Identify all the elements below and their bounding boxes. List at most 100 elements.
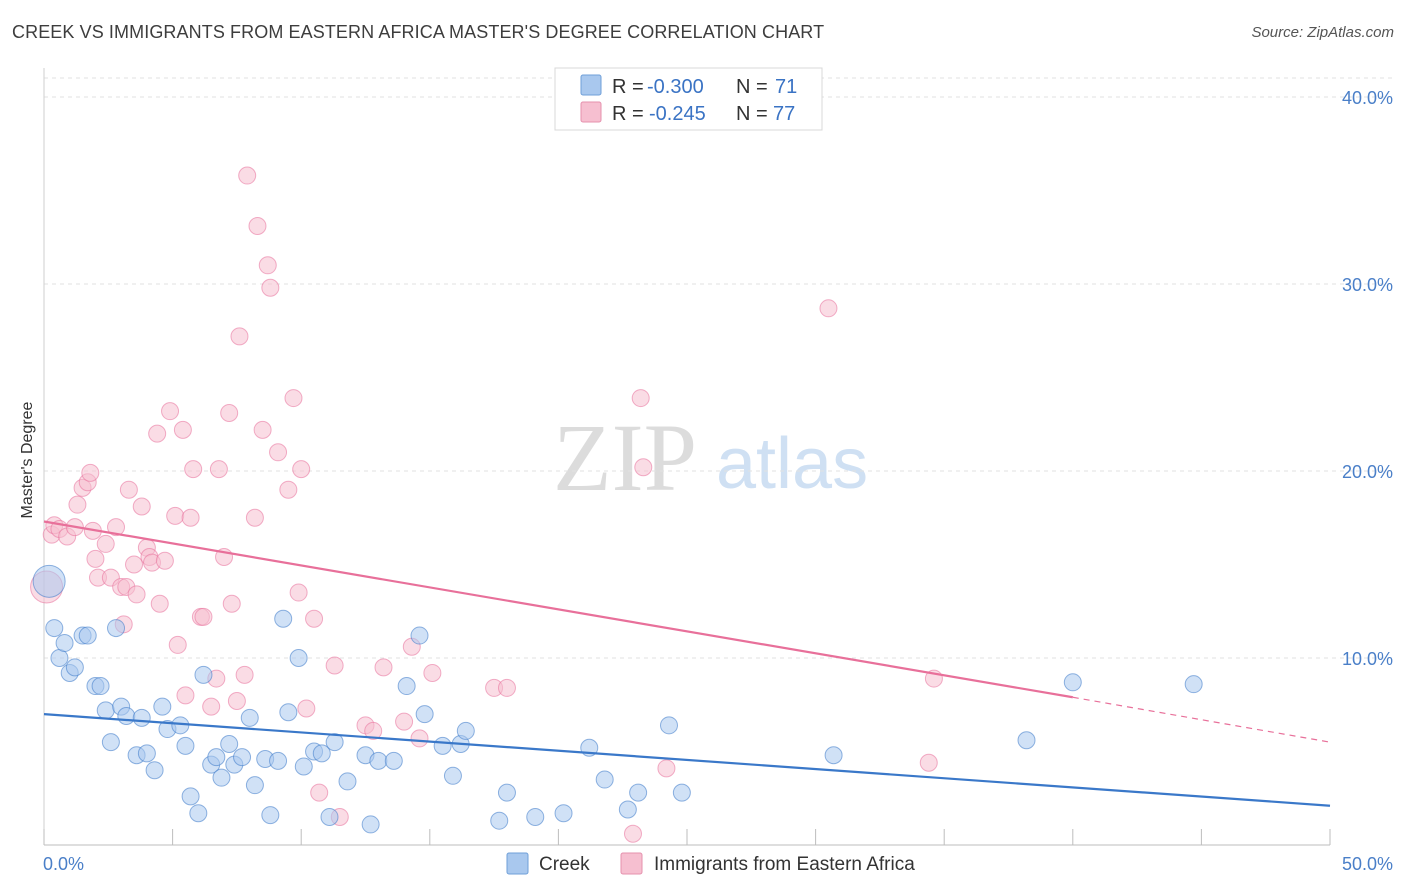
y-tick-label-3: 40.0%: [1342, 88, 1393, 108]
creek-point: [595, 770, 614, 789]
eastern-africa-point: [238, 166, 257, 185]
creek-point: [274, 609, 293, 628]
creek-point: [176, 736, 195, 755]
eastern-africa-point: [364, 721, 383, 740]
creek-point: [384, 751, 403, 770]
eastern-africa-point: [395, 712, 414, 731]
creek-point: [433, 736, 452, 755]
creek-point: [554, 804, 573, 823]
creek-point: [96, 701, 115, 720]
eastern-africa-point: [202, 697, 221, 716]
bottom-legend-swatch-creek: [506, 852, 529, 875]
eastern-africa-point: [161, 402, 180, 421]
creek-point: [233, 748, 252, 767]
creek-point: [1017, 731, 1036, 750]
creek-point: [137, 744, 156, 763]
y-tick-label-2: 30.0%: [1342, 275, 1393, 295]
eastern-africa-point: [176, 686, 195, 705]
eastern-africa-point: [96, 534, 115, 553]
x-tick-label-0: 0.0%: [43, 854, 84, 874]
chart-source: Source: ZipAtlas.com: [1251, 24, 1394, 41]
eastern-africa-trend-line: [43, 520, 1073, 699]
creek-point: [338, 772, 357, 791]
grid-lines: [44, 77, 1394, 659]
creek-points: [32, 564, 1203, 834]
eastern-africa-point: [81, 463, 100, 482]
eastern-africa-point: [107, 518, 126, 537]
eastern-africa-point: [253, 420, 272, 439]
bottom-legend-swatch-eastern-africa: [620, 852, 643, 875]
eastern-africa-point: [222, 594, 241, 613]
creek-point: [145, 761, 164, 780]
legend-n-label-creek: N =: [736, 76, 768, 98]
creek-point: [312, 744, 331, 763]
creek-point: [294, 757, 313, 776]
creek-point: [672, 783, 691, 802]
creek-point: [153, 697, 172, 716]
eastern-africa-trend-extension: [1072, 696, 1331, 743]
creek-point: [181, 787, 200, 806]
eastern-africa-point: [258, 256, 277, 275]
creek-point: [132, 708, 151, 727]
legend-swatch-eastern-africa: [580, 101, 602, 123]
eastern-africa-point: [261, 278, 280, 297]
y-tick-labels: 10.0% 20.0% 30.0% 40.0%: [1342, 88, 1393, 669]
eastern-africa-point: [150, 594, 169, 613]
eastern-africa-point: [634, 458, 653, 477]
creek-point: [415, 705, 434, 724]
creek-point: [32, 564, 66, 598]
eastern-africa-point: [325, 656, 344, 675]
x-tick-label-1: 50.0%: [1342, 854, 1393, 874]
creek-point: [659, 716, 678, 735]
eastern-africa-point: [248, 217, 267, 236]
chart-title: CREEK VS IMMIGRANTS FROM EASTERN AFRICA …: [12, 22, 825, 42]
creek-point: [101, 733, 120, 752]
eastern-africa-point: [209, 460, 228, 479]
eastern-africa-point: [657, 759, 676, 778]
creek-point: [320, 807, 339, 826]
creek-point: [189, 804, 208, 823]
eastern-africa-point: [310, 783, 329, 802]
eastern-africa-point: [166, 506, 185, 525]
creek-point: [1063, 673, 1082, 692]
eastern-africa-point: [289, 583, 308, 602]
eastern-africa-point: [173, 420, 192, 439]
creek-point: [369, 751, 388, 770]
creek-point: [279, 703, 298, 722]
creek-point: [325, 733, 344, 752]
eastern-africa-point: [284, 389, 303, 408]
creek-point: [456, 721, 475, 740]
eastern-africa-point: [235, 665, 254, 684]
eastern-africa-point: [374, 658, 393, 677]
creek-point: [117, 706, 136, 725]
axes: [43, 68, 1331, 846]
legend-r-label-creek: R =: [612, 76, 644, 98]
legend-n-value-creek: 71: [775, 76, 797, 98]
creek-point: [618, 800, 637, 819]
creek-point: [245, 776, 264, 795]
creek-point: [824, 746, 843, 765]
trend-lines: [43, 520, 1331, 807]
eastern-africa-point: [410, 729, 429, 748]
bottom-legend-label-eastern-africa: Immigrants from Eastern Africa: [654, 854, 915, 875]
creek-point: [207, 748, 226, 767]
eastern-africa-point: [168, 635, 187, 654]
eastern-africa-points: [30, 166, 943, 843]
creek-point: [212, 768, 231, 787]
eastern-africa-point: [623, 824, 642, 843]
x-tick-labels: 0.0% 50.0%: [43, 854, 1393, 874]
eastern-africa-point: [127, 585, 146, 604]
eastern-africa-point: [220, 404, 239, 423]
creek-point: [78, 626, 97, 645]
creek-point: [50, 649, 69, 667]
eastern-africa-point: [919, 753, 938, 772]
eastern-africa-point: [194, 607, 213, 626]
legend-r-label-eastern-africa: R =: [612, 103, 644, 125]
creek-point: [289, 649, 308, 667]
eastern-africa-point: [245, 508, 264, 527]
legend-n-label-eastern-africa: N =: [736, 103, 768, 125]
eastern-africa-point: [497, 678, 516, 697]
creek-point: [1184, 675, 1203, 694]
eastern-africa-point: [148, 424, 167, 443]
